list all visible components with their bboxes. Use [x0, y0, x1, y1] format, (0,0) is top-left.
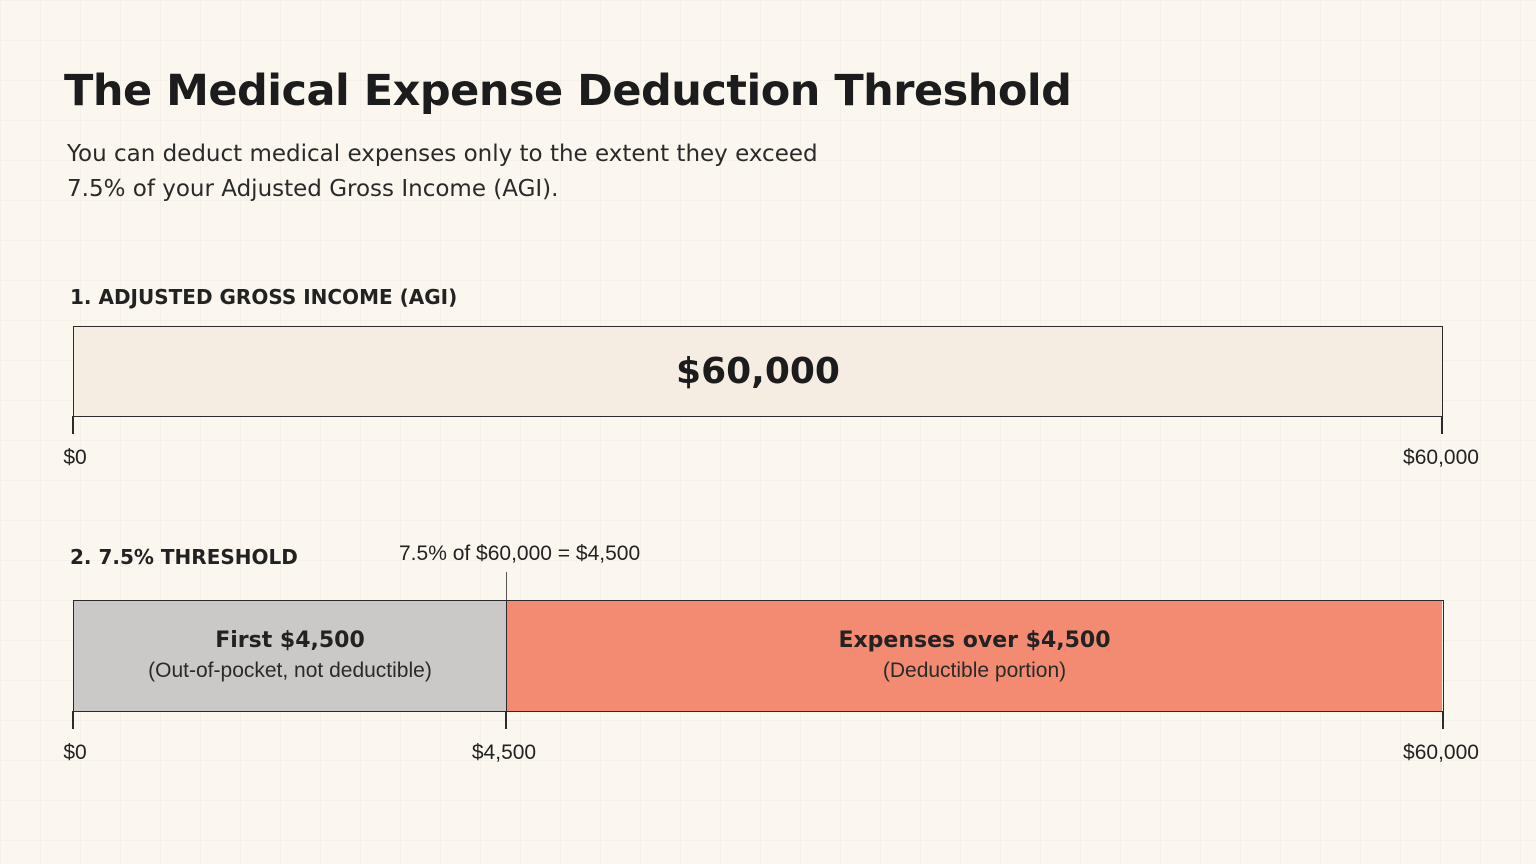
agi-tick-end: [1441, 416, 1443, 434]
threshold-marker-label: 7.5% of $60,000 = $4,500: [399, 542, 641, 565]
threshold-axis-end-label: $60,000: [1403, 741, 1479, 764]
threshold-tick-end: [1442, 711, 1444, 729]
agi-value: $60,000: [676, 351, 840, 392]
deductible-title: Expenses over $4,500: [838, 628, 1111, 653]
non-deductible-title: First $4,500: [215, 628, 365, 653]
threshold-section-label: 2. 7.5% THRESHOLD: [70, 545, 298, 569]
non-deductible-subtitle: (Out-of-pocket, not deductible): [148, 659, 432, 682]
page-title: The Medical Expense Deduction Threshold: [64, 66, 1072, 116]
non-deductible-segment: First $4,500 (Out-of-pocket, not deducti…: [74, 601, 507, 711]
deductible-segment: Expenses over $4,500 (Deductible portion…: [507, 601, 1442, 711]
threshold-bar: First $4,500 (Out-of-pocket, not deducti…: [73, 600, 1444, 712]
threshold-axis-mid-label: $4,500: [471, 741, 537, 764]
agi-axis-end-label: $60,000: [1403, 446, 1479, 469]
agi-axis-start-label: $0: [63, 446, 87, 469]
agi-section-label: 1. ADJUSTED GROSS INCOME (AGI): [70, 285, 458, 309]
page-subtitle: You can deduct medical expenses only to …: [67, 141, 818, 202]
threshold-tick-mid: [505, 711, 507, 729]
threshold-marker-line: [506, 572, 507, 601]
threshold-tick-start: [72, 711, 74, 729]
deductible-subtitle: (Deductible portion): [882, 659, 1067, 682]
agi-tick-start: [72, 416, 74, 434]
threshold-axis-start-label: $0: [63, 741, 87, 764]
agi-bar: $60,000: [73, 326, 1443, 417]
